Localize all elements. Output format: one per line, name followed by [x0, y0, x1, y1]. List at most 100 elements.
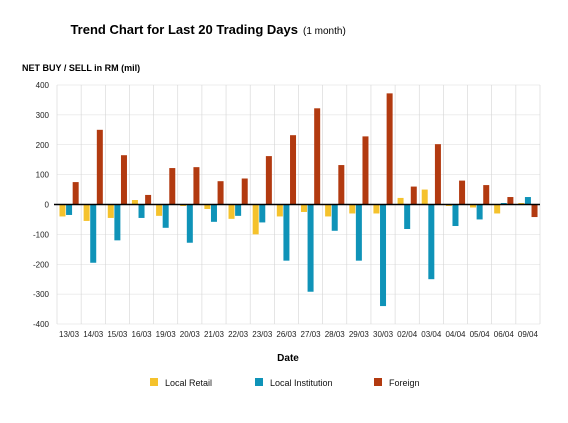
- bar-local-institution: [524, 197, 531, 205]
- bar-local-institution: [476, 204, 483, 220]
- x-tick-label: 13/03: [59, 330, 80, 339]
- y-tick-label: 300: [36, 111, 50, 120]
- bar-local-institution: [90, 204, 97, 263]
- bar-local-retail: [300, 204, 307, 212]
- bar-local-retail: [204, 204, 211, 209]
- bar-foreign: [531, 204, 538, 218]
- bar-local-retail: [59, 204, 66, 217]
- legend-label: Local Institution: [270, 378, 333, 388]
- x-tick-label: 09/04: [518, 330, 539, 339]
- x-tick-label: 23/03: [252, 330, 273, 339]
- y-tick-label: 100: [36, 171, 50, 180]
- bar-local-retail: [276, 204, 283, 217]
- x-tick-label: 27/03: [301, 330, 322, 339]
- x-tick-label: 04/04: [445, 330, 466, 339]
- bar-local-institution: [380, 204, 387, 307]
- bar-foreign: [290, 135, 297, 205]
- bar-local-retail: [397, 197, 404, 205]
- bars: [59, 93, 538, 307]
- bar-foreign: [362, 136, 369, 205]
- bar-foreign: [217, 181, 224, 205]
- bar-local-institution: [307, 204, 314, 292]
- bar-local-retail: [180, 204, 187, 206]
- x-tick-label: 19/03: [156, 330, 177, 339]
- bar-local-retail: [518, 203, 525, 205]
- legend-swatch: [255, 378, 263, 386]
- bar-local-institution: [404, 204, 411, 229]
- bar-foreign: [265, 156, 272, 205]
- y-tick-label: -100: [33, 230, 50, 239]
- bar-foreign: [459, 180, 466, 205]
- bar-local-retail: [470, 204, 477, 208]
- x-tick-label: 05/04: [470, 330, 491, 339]
- bar-local-retail: [421, 189, 428, 205]
- bar-foreign: [145, 194, 152, 205]
- x-tick-label: 29/03: [349, 330, 370, 339]
- legend: Local Retail Local Institution Foreign: [150, 378, 420, 388]
- x-tick-label: 28/03: [325, 330, 346, 339]
- bar-local-retail: [325, 204, 332, 217]
- y-tick-label: -400: [33, 320, 50, 329]
- x-tick-label: 26/03: [276, 330, 297, 339]
- y-tick-label: 400: [36, 81, 50, 90]
- bar-local-institution: [162, 204, 169, 228]
- bar-local-institution: [210, 204, 217, 222]
- bar-foreign: [338, 165, 345, 205]
- bar-local-institution: [428, 204, 435, 280]
- bar-local-retail: [373, 204, 380, 214]
- x-tick-label: 14/03: [83, 330, 104, 339]
- legend-swatch: [374, 378, 382, 386]
- bar-local-retail: [228, 204, 235, 219]
- bar-local-retail: [445, 204, 452, 206]
- bar-local-institution: [66, 204, 73, 215]
- legend-label: Foreign: [389, 378, 420, 388]
- bar-local-institution: [235, 204, 242, 216]
- x-axis-label: Date: [277, 353, 299, 364]
- chart-title: Trend Chart for Last 20 Trading Days: [70, 22, 298, 37]
- bar-foreign: [434, 144, 441, 205]
- x-tick-label: 22/03: [228, 330, 249, 339]
- y-tick-label: 200: [36, 141, 50, 150]
- bar-local-institution: [186, 204, 193, 243]
- legend-swatch: [150, 378, 158, 386]
- bar-foreign: [410, 186, 417, 205]
- bar-local-retail: [131, 200, 138, 205]
- bar-foreign: [483, 185, 490, 205]
- x-tick-label: 30/03: [373, 330, 394, 339]
- bar-local-retail: [156, 204, 163, 216]
- bar-foreign: [386, 93, 393, 205]
- y-tick-label: -200: [33, 260, 50, 269]
- x-tick-label: 06/04: [494, 330, 515, 339]
- bar-foreign: [193, 167, 200, 205]
- bar-local-institution: [138, 204, 145, 218]
- bar-local-institution: [283, 204, 290, 261]
- bar-local-retail: [252, 204, 259, 235]
- x-tick-label: 03/04: [421, 330, 442, 339]
- bar-foreign: [96, 129, 103, 205]
- bar-foreign: [120, 155, 127, 205]
- bar-local-institution: [114, 204, 121, 241]
- x-tick-label: 21/03: [204, 330, 225, 339]
- bar-foreign: [241, 178, 248, 205]
- bar-local-institution: [500, 203, 507, 205]
- bar-local-institution: [259, 204, 266, 223]
- bar-local-retail: [83, 204, 90, 221]
- bar-foreign: [169, 168, 176, 205]
- bar-local-retail: [349, 204, 356, 214]
- bar-local-institution: [355, 204, 362, 261]
- bar-foreign: [314, 108, 321, 205]
- chart-subtitle: (1 month): [303, 26, 346, 37]
- x-tick-label: 15/03: [107, 330, 128, 339]
- bar-foreign: [507, 197, 514, 205]
- y-tick-label: 0: [45, 201, 50, 210]
- bar-local-retail: [107, 204, 114, 218]
- legend-label: Local Retail: [165, 378, 212, 388]
- bar-local-retail: [494, 204, 501, 214]
- x-tick-label: 20/03: [180, 330, 201, 339]
- y-axis-label: NET BUY / SELL in RM (mil): [22, 63, 140, 73]
- x-tick-label: 16/03: [132, 330, 153, 339]
- y-tick-label: -300: [33, 290, 50, 299]
- x-tick-label: 02/04: [397, 330, 418, 339]
